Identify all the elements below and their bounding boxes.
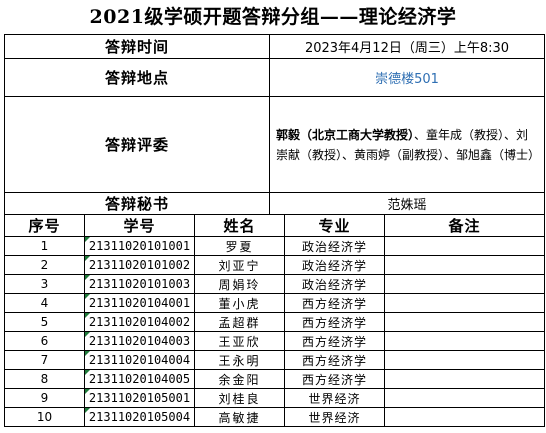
student-note[interactable] (383, 236, 546, 256)
defense-schedule-table: 答辩时间 2023年4月12日（周三）上午8:30 答辩地点 崇德楼501 答辩… (4, 34, 546, 427)
student-seq[interactable]: 3 (4, 274, 85, 294)
student-name[interactable]: 刘亚宁 (194, 255, 285, 275)
student-seq[interactable]: 4 (4, 293, 85, 313)
student-seq[interactable]: 2 (4, 255, 85, 275)
info-row-time: 答辩时间 2023年4月12日（周三）上午8:30 (4, 34, 546, 59)
page-title: 2021级学硕开题答辩分组——理论经济学 (89, 6, 457, 28)
student-name[interactable]: 周娟玲 (194, 274, 285, 294)
student-major[interactable]: 西方经济学 (284, 293, 385, 313)
student-seq[interactable]: 1 (4, 236, 85, 256)
student-row: 7 21311020104004 王永明 西方经济学 (4, 350, 546, 370)
secretary-value[interactable]: 范姝瑶 (268, 192, 546, 215)
student-name[interactable]: 余金阳 (194, 369, 285, 389)
student-major[interactable]: 政治经济学 (284, 255, 385, 275)
committee-label: 答辩评委 (4, 96, 270, 193)
student-major[interactable]: 世界经济 (284, 407, 385, 427)
committee-lead: 郭毅（北京工商大学教授） (276, 127, 415, 142)
student-note[interactable] (383, 350, 546, 370)
student-row: 4 21311020104001 董小虎 西方经济学 (4, 293, 546, 313)
student-seq[interactable]: 6 (4, 331, 85, 351)
student-note[interactable] (383, 255, 546, 275)
place-value[interactable]: 崇德楼501 (268, 58, 546, 97)
student-name[interactable]: 王永明 (194, 350, 285, 370)
column-header-row: 序号 学号 姓名 专业 备注 (4, 214, 546, 237)
student-note[interactable] (383, 274, 546, 294)
student-row: 8 21311020104005 余金阳 西方经济学 (4, 369, 546, 389)
student-note[interactable] (383, 331, 546, 351)
student-major[interactable]: 西方经济学 (284, 350, 385, 370)
student-seq[interactable]: 5 (4, 312, 85, 332)
student-id[interactable]: 21311020101002 (84, 255, 195, 275)
student-row: 3 21311020101003 周娟玲 政治经济学 (4, 274, 546, 294)
student-note[interactable] (383, 293, 546, 313)
student-id[interactable]: 21311020105001 (84, 388, 195, 408)
student-row: 5 21311020104002 孟超群 西方经济学 (4, 312, 546, 332)
student-major[interactable]: 政治经济学 (284, 274, 385, 294)
time-label: 答辩时间 (4, 34, 270, 59)
student-id[interactable]: 21311020104003 (84, 331, 195, 351)
student-note[interactable] (383, 312, 546, 332)
student-row: 2 21311020101002 刘亚宁 政治经济学 (4, 255, 546, 275)
student-name[interactable]: 孟超群 (194, 312, 285, 332)
student-major[interactable]: 政治经济学 (284, 236, 385, 256)
student-id[interactable]: 21311020104001 (84, 293, 195, 313)
committee-rest: 、童年成（教授）、刘崇献（教授）、黄雨婷（副教授）、邹旭鑫（博士） (276, 127, 541, 162)
student-seq[interactable]: 10 (4, 407, 85, 427)
student-seq[interactable]: 7 (4, 350, 85, 370)
col-header-seq[interactable]: 序号 (4, 214, 85, 237)
col-header-sid[interactable]: 学号 (84, 214, 195, 237)
student-id[interactable]: 21311020104005 (84, 369, 195, 389)
committee-value[interactable]: 郭毅（北京工商大学教授）、童年成（教授）、刘崇献（教授）、黄雨婷（副教授）、邹旭… (268, 96, 546, 193)
col-header-name[interactable]: 姓名 (194, 214, 285, 237)
student-row: 9 21311020105001 刘桂良 世界经济 (4, 388, 546, 408)
info-row-committee: 答辩评委 郭毅（北京工商大学教授）、童年成（教授）、刘崇献（教授）、黄雨婷（副教… (4, 96, 546, 193)
student-id[interactable]: 21311020101003 (84, 274, 195, 294)
student-id[interactable]: 21311020105004 (84, 407, 195, 427)
col-header-note[interactable]: 备注 (383, 214, 546, 237)
secretary-label: 答辩秘书 (4, 192, 270, 215)
student-seq[interactable]: 8 (4, 369, 85, 389)
student-id[interactable]: 21311020101001 (84, 236, 195, 256)
student-major[interactable]: 世界经济 (284, 388, 385, 408)
student-row: 6 21311020104003 王亚欣 西方经济学 (4, 331, 546, 351)
info-row-secretary: 答辩秘书 范姝瑶 (4, 192, 546, 215)
student-name[interactable]: 王亚欣 (194, 331, 285, 351)
student-major[interactable]: 西方经济学 (284, 331, 385, 351)
time-value[interactable]: 2023年4月12日（周三）上午8:30 (268, 34, 546, 59)
student-name[interactable]: 刘桂良 (194, 388, 285, 408)
student-name[interactable]: 高敏捷 (194, 407, 285, 427)
student-row: 10 21311020105004 高敏捷 世界经济 (4, 407, 546, 427)
student-row: 1 21311020101001 罗夏 政治经济学 (4, 236, 546, 256)
info-row-place: 答辩地点 崇德楼501 (4, 58, 546, 97)
student-name[interactable]: 董小虎 (194, 293, 285, 313)
student-major[interactable]: 西方经济学 (284, 312, 385, 332)
student-id[interactable]: 21311020104004 (84, 350, 195, 370)
student-note[interactable] (383, 407, 546, 427)
col-header-major[interactable]: 专业 (284, 214, 385, 237)
student-seq[interactable]: 9 (4, 388, 85, 408)
student-note[interactable] (383, 369, 546, 389)
student-name[interactable]: 罗夏 (194, 236, 285, 256)
place-label: 答辩地点 (4, 58, 270, 97)
student-note[interactable] (383, 388, 546, 408)
student-id[interactable]: 21311020104002 (84, 312, 195, 332)
student-major[interactable]: 西方经济学 (284, 369, 385, 389)
